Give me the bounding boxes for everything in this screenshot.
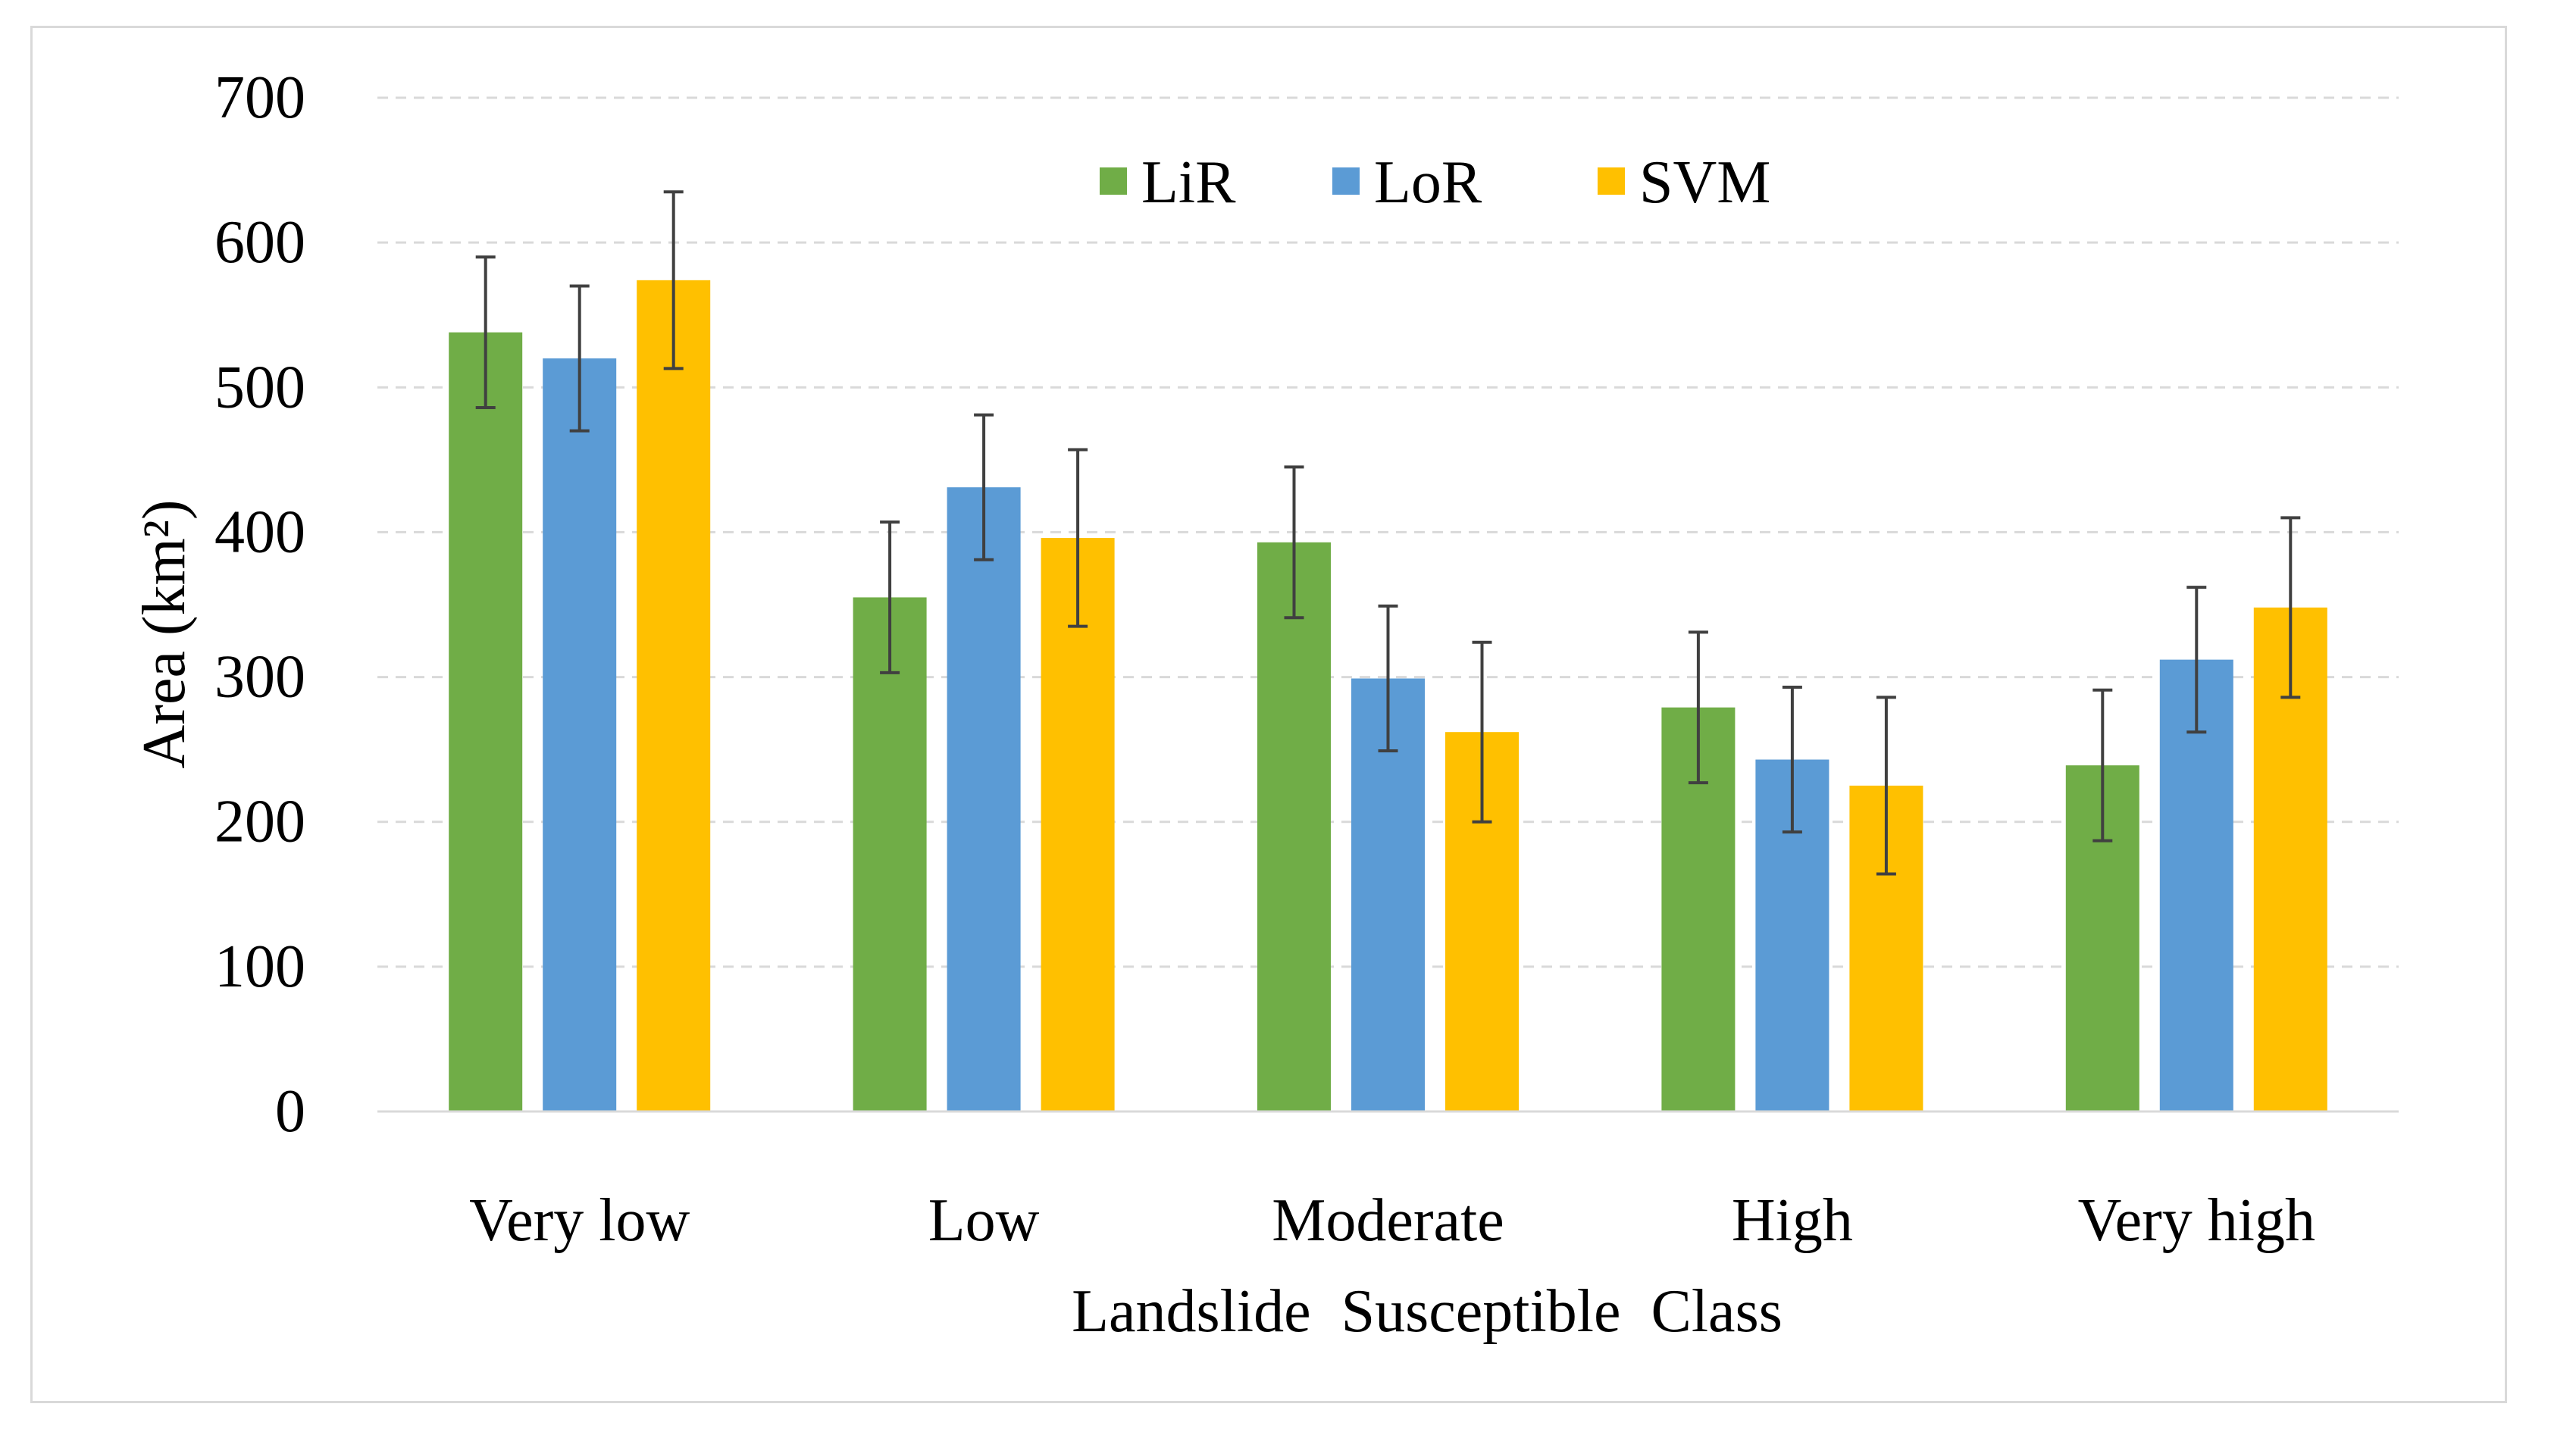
y-tick-label: 300 bbox=[214, 644, 305, 711]
legend-label-lor: LoR bbox=[1374, 149, 1482, 216]
legend-swatch-lor bbox=[1332, 167, 1360, 195]
bar-lir-0 bbox=[449, 332, 523, 1112]
legend-swatch-svm bbox=[1598, 167, 1625, 195]
legend-swatch-lir bbox=[1100, 167, 1127, 195]
bar-svm-1 bbox=[1041, 538, 1115, 1111]
bar-lir-2 bbox=[1257, 542, 1331, 1111]
x-axis-title: Landslide Susceptible Class bbox=[1072, 1278, 1783, 1345]
y-axis-ticks: 0 100 200 300 400 500 600 700 bbox=[214, 64, 305, 1145]
y-tick-label: 200 bbox=[214, 789, 305, 855]
x-tick-label: Low bbox=[928, 1187, 1040, 1254]
y-axis-title: Area (km²) bbox=[131, 500, 198, 769]
x-tick-label: Moderate bbox=[1272, 1187, 1504, 1254]
x-tick-label: Very low bbox=[469, 1187, 690, 1254]
error-bars bbox=[475, 190, 2301, 876]
x-tick-label: High bbox=[1732, 1187, 1853, 1254]
y-tick-label: 700 bbox=[214, 64, 305, 131]
bar-svm-0 bbox=[637, 280, 711, 1112]
y-tick-label: 0 bbox=[275, 1078, 305, 1145]
chart-frame: 0 100 200 300 400 500 600 700 Very low Low Modera… bbox=[30, 26, 2507, 1403]
bar-lor-0 bbox=[543, 358, 617, 1111]
x-tick-label: Very high bbox=[2078, 1187, 2315, 1254]
legend-label-svm: SVM bbox=[1639, 149, 1770, 216]
y-tick-label: 100 bbox=[214, 933, 305, 1000]
legend: LiR LoR SVM bbox=[1100, 149, 1770, 216]
bar-chart: 0 100 200 300 400 500 600 700 Very low Low Modera… bbox=[131, 64, 2399, 1345]
x-axis-ticks: Very low Low Moderate High Very high bbox=[469, 1187, 2315, 1254]
bar-lir-1 bbox=[853, 597, 927, 1111]
y-tick-label: 500 bbox=[214, 354, 305, 420]
legend-label-lir: LiR bbox=[1141, 149, 1236, 216]
y-tick-label: 400 bbox=[214, 499, 305, 565]
bar-lor-4 bbox=[2159, 659, 2233, 1111]
bar-lor-1 bbox=[947, 487, 1021, 1111]
y-tick-label: 600 bbox=[214, 209, 305, 276]
